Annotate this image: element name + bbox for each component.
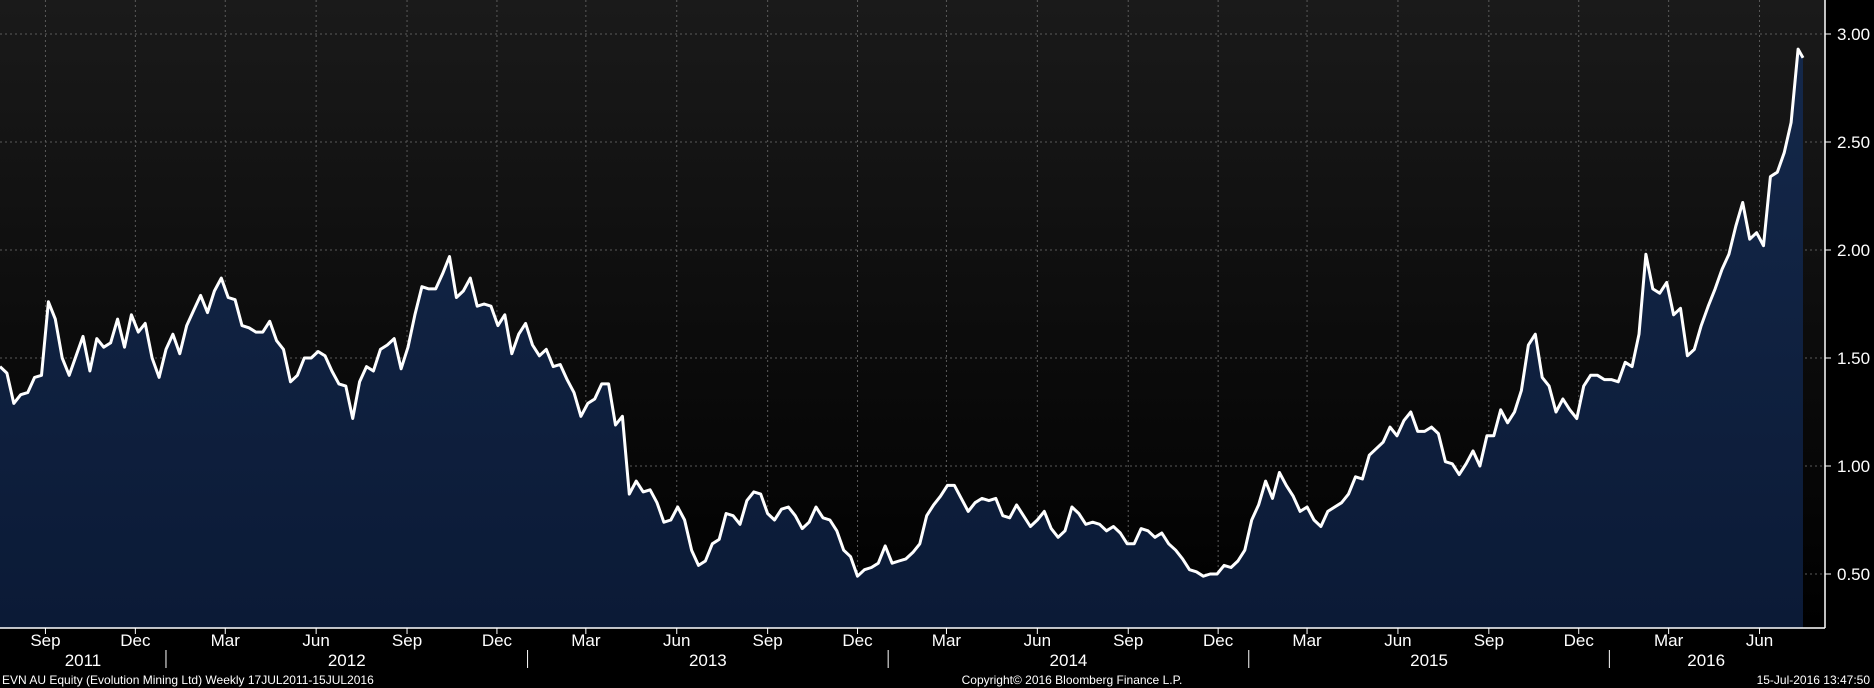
y-tick-label: 3.00 <box>1837 25 1870 44</box>
price-area <box>0 49 1803 629</box>
timestamp: 15-Jul-2016 13:47:50 <box>1757 673 1871 687</box>
price-line <box>0 47 1805 578</box>
x-year-label: 2011 <box>65 651 102 670</box>
x-month-label: Jun <box>663 631 690 650</box>
x-month-label: Jun <box>302 631 329 650</box>
security-description: EVN AU Equity (Evolution Mining Ltd) Wee… <box>2 673 374 687</box>
x-year-label: 2013 <box>689 651 727 670</box>
x-month-label: Dec <box>120 631 151 650</box>
x-month-label: Sep <box>392 631 422 650</box>
x-month-label: Sep <box>753 631 783 650</box>
x-month-label: Mar <box>1654 631 1684 650</box>
axes <box>0 0 1826 629</box>
y-tick-label: 2.50 <box>1837 133 1870 152</box>
x-month-label: Sep <box>30 631 60 650</box>
x-month-label: Jun <box>1024 631 1051 650</box>
x-year-label: 2016 <box>1687 651 1725 670</box>
x-month-label: Mar <box>571 631 601 650</box>
x-year-label: 2014 <box>1050 651 1088 670</box>
y-tick-label: 0.50 <box>1837 565 1870 584</box>
x-axis-ticks: Sep Dec Mar Jun Sep Dec Mar Jun Sep Dec Mar Jun Sep D… <box>30 628 1773 650</box>
x-month-label: Dec <box>842 631 873 650</box>
x-year-label: 2012 <box>328 651 366 670</box>
x-month-label: Dec <box>482 631 513 650</box>
y-tick-label: 1.00 <box>1837 457 1870 476</box>
x-month-label: Jun <box>1384 631 1411 650</box>
x-month-label: Mar <box>932 631 962 650</box>
x-month-label: Dec <box>1203 631 1234 650</box>
y-tick-label: 1.50 <box>1837 349 1870 368</box>
copyright-notice: Copyright© 2016 Bloomberg Finance L.P. <box>962 673 1183 687</box>
x-month-label: Sep <box>1113 631 1143 650</box>
x-month-label: Jun <box>1746 631 1773 650</box>
x-month-label: Sep <box>1474 631 1504 650</box>
x-month-label: Mar <box>211 631 241 650</box>
y-axis-ticks: 0.50 1.00 1.50 2.00 2.50 3.00 <box>1825 25 1870 584</box>
x-axis-years: 2011 2012 2013 2014 2015 2016 <box>65 650 1725 670</box>
x-month-label: Mar <box>1292 631 1322 650</box>
x-month-label: Dec <box>1564 631 1595 650</box>
y-tick-label: 2.00 <box>1837 241 1870 260</box>
x-year-label: 2015 <box>1410 651 1448 670</box>
